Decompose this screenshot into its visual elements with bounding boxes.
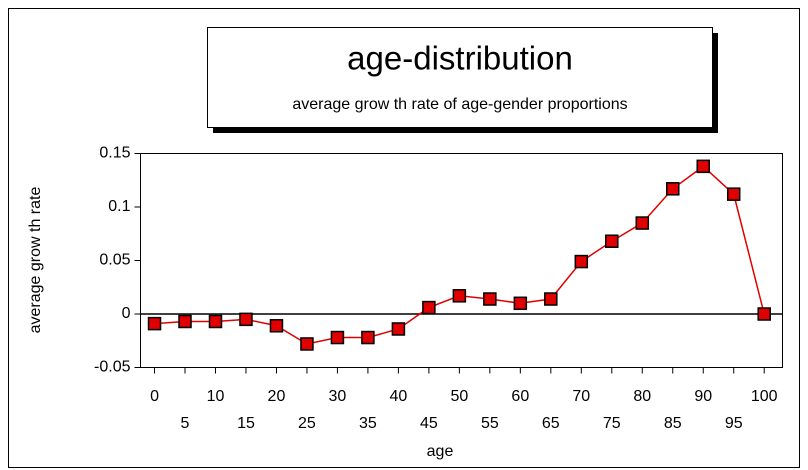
data-point	[239, 312, 253, 327]
x-tick-label: 75	[603, 415, 621, 432]
x-tick-label: 30	[329, 388, 347, 405]
x-tick-label: 65	[542, 415, 560, 432]
x-tick-label: 40	[389, 388, 407, 405]
data-point	[300, 337, 314, 351]
x-tick-label: 15	[237, 415, 255, 432]
data-point	[361, 330, 375, 345]
chart-subtitle: average grow th rate of age-gender propo…	[292, 96, 627, 113]
data-point	[757, 307, 771, 321]
data-point	[422, 300, 436, 315]
x-axis-label: age	[427, 443, 454, 460]
data-point	[726, 187, 741, 201]
title-box	[207, 27, 713, 128]
x-tick-label: 45	[420, 415, 438, 432]
data-point	[147, 316, 162, 331]
x-tick-label: 25	[298, 415, 316, 432]
x-tick-label: 60	[511, 388, 529, 405]
x-tick-label: 5	[181, 415, 190, 432]
data-point	[178, 314, 192, 329]
data-point	[483, 292, 497, 306]
x-tick-label: 90	[694, 388, 712, 405]
x-tick-label: 80	[633, 388, 651, 405]
x-tick-label: 100	[751, 388, 778, 405]
chart-title: age-distribution	[347, 40, 573, 77]
data-point	[666, 182, 680, 196]
x-tick-label: 20	[268, 388, 286, 405]
data-point	[574, 254, 589, 269]
data-point	[391, 322, 406, 336]
data-point	[330, 330, 345, 345]
data-point	[696, 159, 710, 174]
data-point	[605, 234, 619, 248]
data-point	[269, 319, 284, 333]
x-tick-label: 95	[725, 415, 743, 432]
x-tick-label: 35	[359, 415, 377, 432]
data-point	[452, 289, 467, 303]
y-tick-label: 0.05	[99, 252, 130, 269]
data-point	[544, 292, 558, 306]
y-tick-label: 0	[122, 305, 131, 322]
x-tick-label: 70	[572, 388, 590, 405]
x-tick-label: 10	[207, 388, 225, 405]
y-tick-label: 0.1	[108, 198, 130, 215]
x-tick-label: 55	[481, 415, 499, 432]
x-tick-label: 50	[450, 388, 468, 405]
y-tick-label: -0.05	[94, 359, 131, 376]
y-axis-label: average grow th rate	[27, 187, 44, 334]
data-point	[513, 296, 528, 311]
data-point	[208, 314, 223, 329]
y-tick-label: 0.15	[99, 145, 130, 162]
x-tick-label: 85	[664, 415, 682, 432]
x-tick-label: 0	[150, 388, 159, 405]
data-point	[635, 216, 650, 230]
